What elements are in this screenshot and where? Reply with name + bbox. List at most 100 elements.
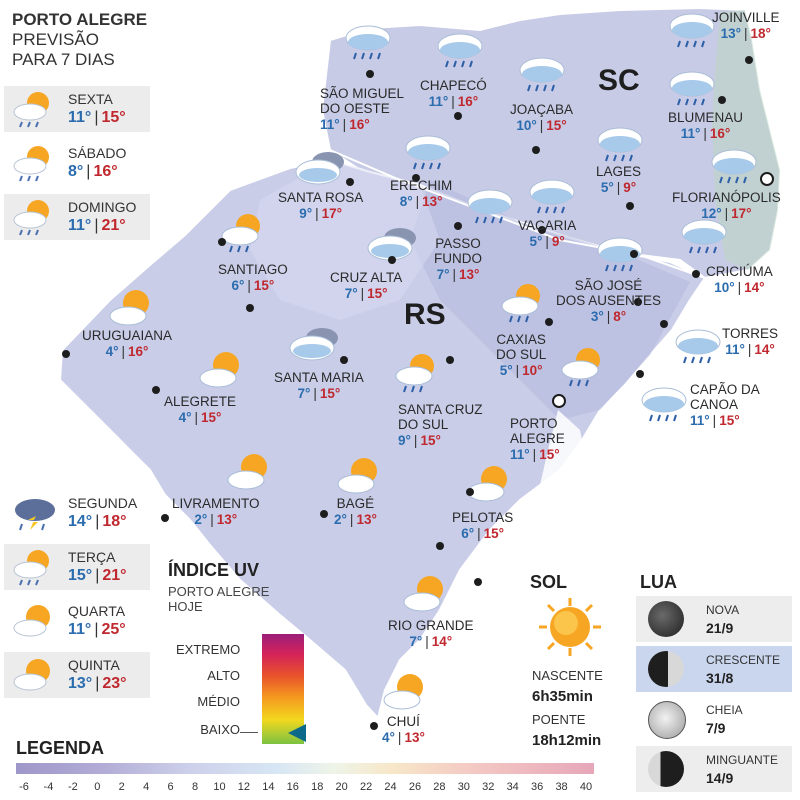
sunset-time: 18h12min [532, 732, 602, 749]
forecast-day: QUARTA 11° | 25° [4, 598, 150, 644]
city-label: FLORIANÓPOLIS 12° | 17° [672, 190, 781, 221]
legend-tick-label: 36 [531, 781, 544, 793]
legend-tick-label: 0 [94, 781, 101, 793]
uv-level-label: EXTREMO [176, 642, 241, 657]
legend-tick-label: 28 [433, 781, 446, 793]
rain-cloud-icon [405, 135, 451, 170]
city-label: BAGÉ 2° | 13° [334, 496, 377, 527]
city-label: PELOTAS 6° | 15° [452, 510, 514, 541]
city-dot [454, 222, 462, 230]
city-label: LAGES 5° | 9° [596, 164, 642, 195]
sunset-label: POENTE [532, 712, 586, 727]
day-name: QUINTA [68, 657, 120, 673]
city-label: SANTIAGO 6° | 15° [218, 262, 288, 293]
moon-phase-row: MINGUANTE 14/9 [636, 746, 792, 792]
day-name: DOMINGO [68, 199, 137, 215]
city-label: CRUZ ALTA 7° | 15° [330, 270, 403, 301]
city-dot [636, 370, 644, 378]
city-label: CRICIÚMA 10° | 14° [706, 264, 773, 295]
city-dot [545, 318, 553, 326]
sun-cloud-icon [13, 659, 50, 691]
sun-cloud-icon [227, 454, 267, 490]
city-label: JOINVILLE 13° | 18° [712, 10, 780, 41]
sunrise-time: 6h35min [532, 688, 593, 705]
city-label: SÃO JOSÉ DOS AUSENTES 3° | 8° [556, 278, 662, 324]
legend-tick-label: 30 [457, 781, 470, 793]
day-temps: 14° | 18° [68, 513, 127, 530]
city-dot [161, 514, 169, 522]
sun-cloud-icon [337, 458, 377, 494]
rain-cloud-icon [345, 25, 391, 60]
legend-tick-label: 32 [482, 781, 495, 793]
rain-cloud-icon [641, 387, 687, 422]
uv-pointer-line [240, 732, 258, 733]
city-dot [718, 96, 726, 104]
legend-tick-label: 24 [384, 781, 397, 793]
forecast-day: QUINTA 13° | 23° [4, 652, 150, 698]
legend-tick-label: 14 [262, 781, 275, 793]
rain-cloud-icon [597, 127, 643, 162]
sun-cloud-rain-icon [561, 348, 600, 387]
day-temps: 11° | 25° [68, 621, 126, 638]
day-temps: 8° | 16° [68, 163, 118, 180]
city-label: CHAPECÓ 11° | 16° [420, 78, 487, 109]
city-label: PASSO FUNDO 7° | 13° [434, 236, 482, 282]
sun-cloud-icon [13, 605, 50, 637]
capital-marker [552, 394, 566, 408]
forecast-day: SEXTA 11° | 15° [4, 86, 150, 132]
city-dot [370, 722, 378, 730]
city-dot [538, 226, 546, 234]
rain-cloud-icon [519, 57, 565, 92]
sunrise-label: NASCENTE [532, 668, 603, 683]
city-dot [466, 488, 474, 496]
city-dot [388, 256, 396, 264]
city-dot [436, 542, 444, 550]
crescent-moon-icon [648, 651, 684, 687]
legend-title: LEGENDA [16, 738, 105, 758]
city-dot [346, 178, 354, 186]
city-label: CAPÃO DA CANOA 11° | 15° [690, 382, 760, 428]
city-dot [692, 270, 700, 278]
day-name: TERÇA [68, 549, 116, 565]
cloudy-icon [367, 228, 416, 261]
lagoa-dos-patos [490, 410, 588, 600]
legend-tick-label: 10 [213, 781, 226, 793]
rain-cloud-icon [529, 179, 575, 214]
city-label: VACARIA 5° | 9° [518, 218, 577, 249]
city-label: SÃO MIGUEL DO OESTE 11° | 16° [320, 86, 405, 132]
rain-cloud-icon [669, 71, 715, 106]
title-city: PORTO ALEGRE [12, 10, 148, 29]
city-dot [152, 386, 160, 394]
legend-tick-label: 34 [506, 781, 519, 793]
legend-tick-label: 4 [143, 781, 150, 793]
legend-tick-label: 18 [311, 781, 324, 793]
city-label: LIVRAMENTO 2° | 13° [172, 496, 260, 527]
uv-level-label: ALTO [207, 668, 240, 683]
moon-phase-row: NOVA 21/9 [636, 596, 792, 642]
legend-tick-label: -2 [67, 781, 78, 793]
day-name: SEXTA [68, 91, 113, 107]
day-name: SEGUNDA [68, 495, 138, 511]
day-temps: 15° | 21° [68, 567, 127, 584]
city-dot [745, 56, 753, 64]
legend-tick-label: -4 [43, 781, 54, 793]
moon-title: LUA [640, 572, 677, 592]
sun-cloud-rain-icon [221, 214, 260, 253]
day-name: SÁBADO [68, 145, 127, 161]
state-label-sc: SC [598, 64, 640, 97]
city-label: RIO GRANDE 7° | 14° [388, 618, 474, 649]
sun-cloud-icon [467, 466, 507, 502]
new-moon-icon [648, 601, 684, 637]
rain-cloud-icon [675, 329, 721, 364]
legend-tick-label: 8 [191, 781, 199, 793]
city-dot [626, 202, 634, 210]
storm-cloud-icon [15, 499, 55, 531]
uv-subtitle: PORTO ALEGRE HOJE [168, 584, 270, 614]
legend-tick-label: 38 [555, 781, 568, 793]
city-dot [630, 250, 638, 258]
city-dot [474, 578, 482, 586]
city-dot [218, 238, 226, 246]
rain-cloud-icon [669, 13, 715, 48]
sun-cloud-rain-icon [13, 200, 49, 236]
city-label: SANTA ROSA 9° | 17° [278, 190, 364, 221]
